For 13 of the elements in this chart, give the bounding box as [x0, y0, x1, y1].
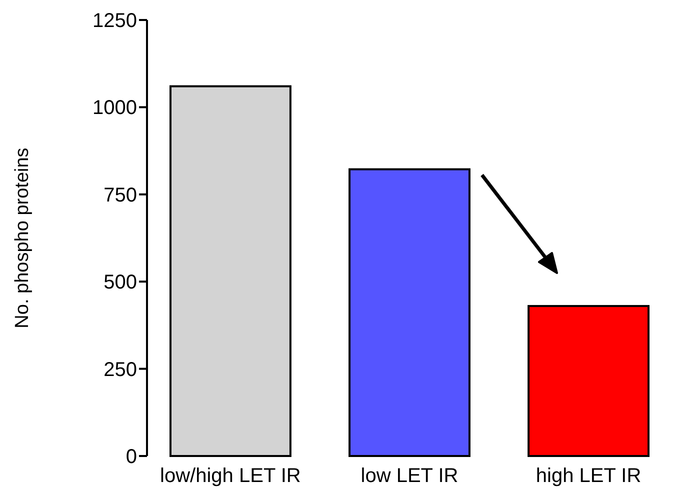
y-tick-label: 1000 — [92, 97, 137, 120]
y-tick-label: 1250 — [92, 10, 137, 32]
y-tick-label: 250 — [104, 358, 137, 381]
x-tick-label: high LET IR — [536, 465, 642, 487]
x-tick-label: low/high LET IR — [160, 465, 301, 487]
y-tick-label: 750 — [104, 184, 137, 206]
bar — [348, 168, 470, 457]
y-tick-label: 500 — [104, 272, 137, 294]
y-axis-title: No. phospho proteins — [12, 148, 33, 328]
bar — [528, 305, 650, 457]
x-tick-label: low LET IR — [360, 465, 458, 487]
bar — [169, 85, 292, 457]
y-tick-label: 0 — [126, 446, 137, 468]
